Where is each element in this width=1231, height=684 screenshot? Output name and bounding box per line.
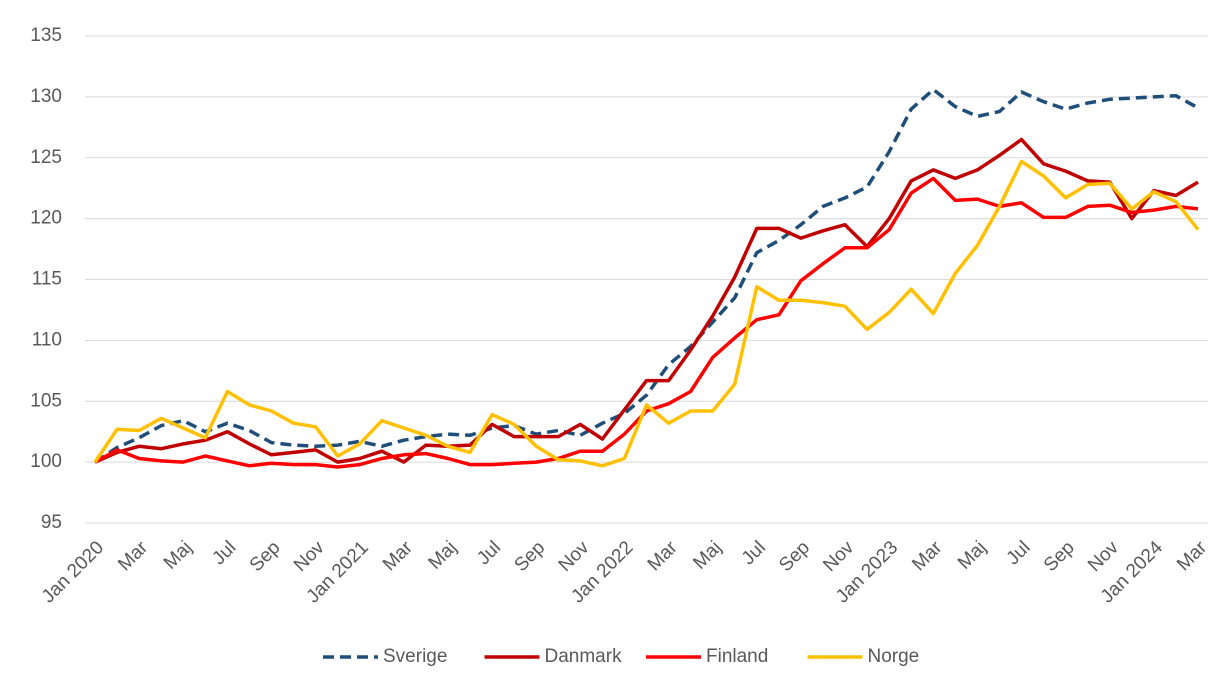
legend-label: Norge [868,646,920,667]
x-tick-label: Sep [511,537,550,576]
x-tick-label: Jul [473,537,505,569]
y-tick-label: 95 [41,512,62,533]
y-tick-label: 100 [30,451,62,472]
x-tick-label: Nov [555,537,594,576]
x-tick-label: Maj [689,537,726,574]
x-tick-label: Sep [1040,537,1079,576]
x-tick-label: Mar [379,537,417,575]
y-tick-label: 135 [30,25,62,46]
x-tick-label: Jul [208,537,240,569]
y-tick-label: 110 [32,329,62,350]
y-tick-label: 120 [30,208,62,229]
y-tick-label: 130 [30,86,62,107]
series-line [94,137,1199,464]
legend-item: Finland [646,646,768,667]
x-tick-label: Mar [908,537,946,575]
x-tick-label: Jul [1003,537,1035,569]
x-tick-label: Mar [644,537,682,575]
legend-item: Norge [807,646,920,667]
y-tick-label: 125 [30,147,62,168]
legend-label: Sverige [383,646,447,667]
x-tick-label: Maj [160,537,197,574]
legend-label: Danmark [545,646,623,667]
x-tick-label: Mar [114,537,152,575]
x-tick-label: Sep [775,537,814,576]
legend-label: Finland [706,646,768,667]
series-line [94,176,1199,469]
legend-item: Danmark [484,646,623,667]
series-line [94,87,1199,464]
x-tick-label: Nov [819,537,858,576]
y-tick-label: 115 [32,269,62,290]
legend-item: Sverige [323,646,447,667]
x-tick-label: Nov [290,537,329,576]
series-line [93,159,1200,468]
x-tick-label: Maj [425,537,462,574]
x-tick-label: Jan 2020 [38,537,108,607]
x-tick-label: Jul [738,537,770,569]
y-tick-label: 105 [30,390,62,411]
x-tick-label: Maj [954,537,991,574]
x-tick-label: Mar [1173,537,1211,575]
x-tick-label: Sep [246,537,285,576]
x-tick-label: Nov [1084,537,1123,576]
